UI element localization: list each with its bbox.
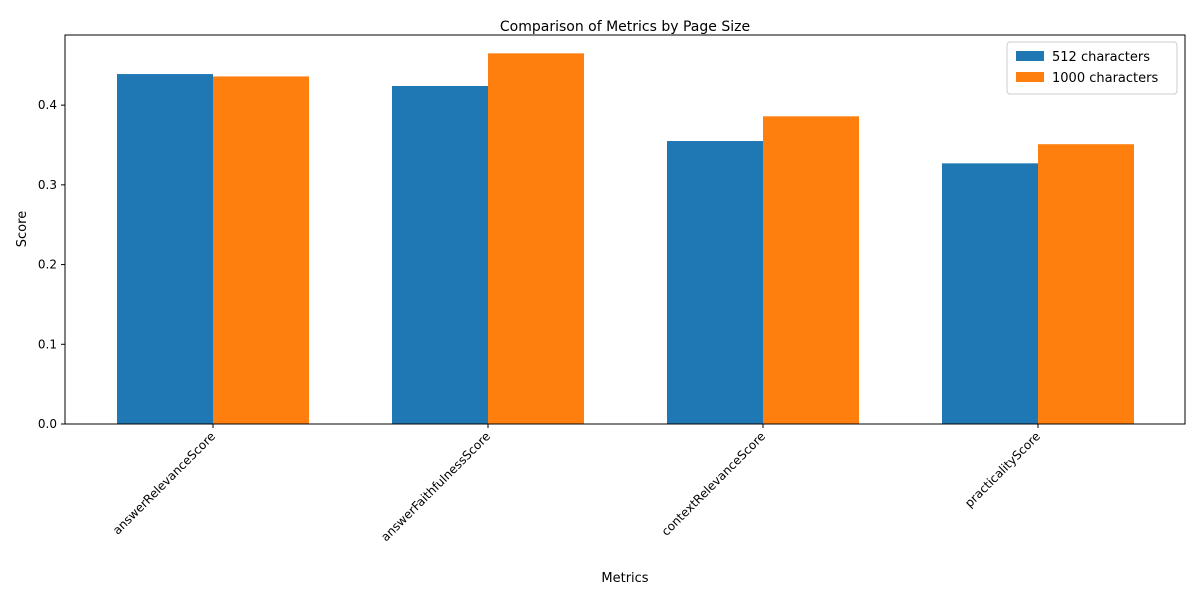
legend-swatch	[1016, 72, 1044, 82]
y-tick-label: 0.4	[38, 98, 57, 112]
bar-series1-practicalityScore	[942, 163, 1038, 424]
y-tick-label: 0.0	[38, 417, 57, 431]
bar-series2-answerFaithfulnessScore	[488, 53, 584, 424]
bar-series1-contextRelevanceScore	[667, 141, 763, 425]
y-axis: 0.0 0.1 0.2 0.3 0.4	[38, 98, 65, 431]
legend-label: 512 characters	[1052, 50, 1150, 65]
x-axis-label: Metrics	[601, 571, 648, 586]
legend-label: 1000 characters	[1052, 71, 1158, 86]
y-tick-label: 0.2	[38, 258, 57, 272]
bar-series2-contextRelevanceScore	[763, 116, 859, 425]
plot-area	[117, 53, 1134, 425]
y-tick-label: 0.3	[38, 178, 57, 192]
x-tick-label: practicalityScore	[962, 429, 1043, 510]
legend-swatch	[1016, 51, 1044, 61]
bar-series1-answerRelevanceScore	[117, 74, 213, 425]
bar-series1-answerFaithfulnessScore	[392, 86, 488, 425]
chart-title: Comparison of Metrics by Page Size	[500, 19, 750, 35]
bar-series2-practicalityScore	[1038, 144, 1134, 424]
x-tick-label: answerRelevanceScore	[110, 429, 218, 537]
legend-box	[1006, 41, 1178, 95]
y-tick-label: 0.1	[38, 337, 57, 351]
x-tick-label: answerFaithfulnessScore	[378, 429, 493, 544]
x-tick-label: contextRelevanceScore	[659, 429, 768, 538]
x-axis: answerRelevanceScore answerFaithfulnessSc…	[110, 424, 1043, 544]
plot-frame	[64, 34, 1186, 425]
legend: 512 characters 1000 characters	[1006, 41, 1178, 95]
bar-series2-answerRelevanceScore	[213, 76, 309, 425]
y-axis-label: Score	[15, 211, 30, 247]
